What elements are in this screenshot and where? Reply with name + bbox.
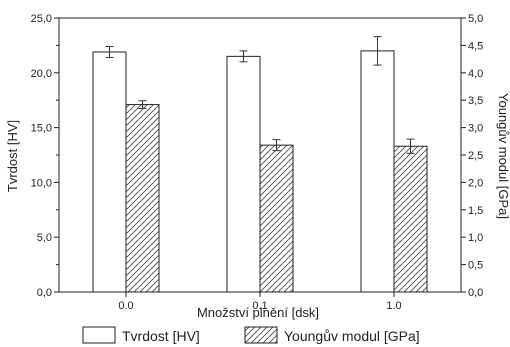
bar-young	[259, 144, 294, 293]
bar-tvrdost	[92, 51, 127, 293]
legend: Tvrdost [HV] Youngův modul [GPa]	[82, 326, 420, 344]
y2-tick-label: 1,5	[468, 205, 483, 217]
y-tick-label: 5,0	[37, 232, 52, 244]
bar-tvrdost	[226, 55, 261, 293]
y2-tick-label: 1,0	[468, 232, 483, 244]
y-tick-label: 0,0	[37, 287, 52, 299]
y2-tick-label: 4,0	[468, 68, 483, 80]
legend-label-tvrdost: Tvrdost [HV]	[122, 328, 200, 344]
x-tick-label: 0.0	[118, 300, 133, 312]
bar-young	[393, 145, 428, 293]
y-tick-label: 10,0	[31, 177, 52, 189]
legend-swatch-tvrdost	[82, 326, 116, 344]
x-tick-label: 1.0	[386, 300, 401, 312]
y2-tick-label: 3,5	[468, 95, 483, 107]
x-tick-label: 0.1	[252, 300, 267, 312]
y2-tick-label: 0,0	[468, 287, 483, 299]
bar-young	[125, 104, 160, 293]
bar-tvrdost	[360, 50, 395, 293]
y2-tick-label: 3,0	[468, 123, 483, 135]
legend-swatch-young	[244, 326, 278, 344]
y2-tick-label: 2,0	[468, 177, 483, 189]
y-tick-label: 15,0	[31, 123, 52, 135]
legend-label-young: Youngův modul [GPa]	[284, 328, 420, 344]
y2-tick-label: 2,5	[468, 150, 483, 162]
x-axis-label: Množství plnění [dsk]	[197, 305, 319, 320]
y-tick-label: 20,0	[31, 68, 52, 80]
y2-axis-label: Youngův modul [GPa]	[496, 93, 510, 219]
y2-tick-label: 4,5	[468, 40, 483, 52]
y2-tick-label: 5,0	[468, 13, 483, 25]
y2-tick-label: 0,5	[468, 260, 483, 272]
y-tick-label: 25,0	[31, 13, 52, 25]
y-axis-label: Tvrdost [HV]	[5, 120, 20, 192]
